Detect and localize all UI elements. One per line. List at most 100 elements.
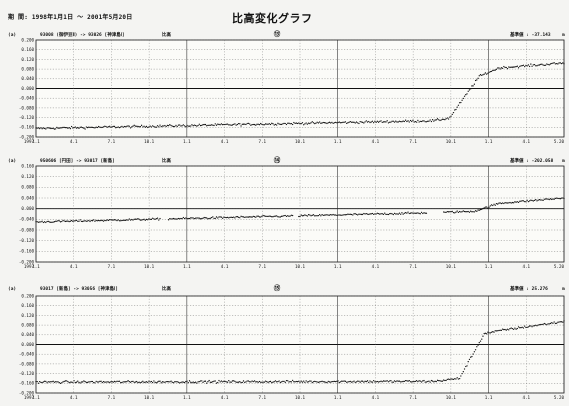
data-point [333, 214, 336, 216]
data-point [219, 124, 221, 126]
data-point [239, 217, 241, 219]
data-point [508, 202, 510, 204]
data-point [169, 218, 171, 220]
x-tick-label: 4.1 [372, 139, 380, 144]
data-point [246, 122, 248, 125]
data-point [197, 124, 199, 127]
data-point [479, 340, 482, 342]
data-point [334, 381, 337, 383]
data-point [462, 97, 464, 100]
data-point [231, 124, 234, 126]
data-point [368, 213, 370, 216]
data-point [323, 381, 326, 383]
data-point [388, 380, 391, 382]
data-point [152, 217, 154, 219]
data-point [279, 123, 281, 125]
chart-panel-3: (a) 93017 [新島] -> 93056 [神津島Ⅰ] 比高 ⑮ 基準値 : 25… [8, 283, 565, 400]
x-tick-label: 10.1 [295, 139, 306, 144]
data-point [95, 380, 97, 383]
data-point [138, 218, 140, 220]
data-point [537, 64, 539, 66]
data-point [94, 127, 96, 129]
x-tick-label: 1.1 [334, 395, 342, 400]
data-point [58, 127, 60, 129]
data-point [153, 380, 155, 382]
data-point [122, 381, 124, 383]
data-point [463, 210, 466, 213]
data-point [93, 219, 95, 221]
data-point [192, 381, 194, 383]
data-point [315, 122, 317, 124]
data-point [218, 379, 220, 382]
data-point [149, 218, 151, 221]
data-point [247, 380, 250, 382]
data-point [82, 381, 84, 383]
data-point [160, 126, 162, 128]
data-point [306, 381, 309, 383]
data-point [63, 126, 65, 129]
data-point [477, 77, 479, 79]
data-point [261, 123, 263, 126]
data-point [90, 380, 92, 383]
data-point [244, 123, 246, 125]
data-point [123, 381, 126, 383]
data-point [456, 210, 458, 212]
data-point [120, 126, 122, 128]
data-point [553, 198, 555, 200]
data-point [272, 216, 274, 218]
data-point [392, 213, 394, 216]
data-point [278, 123, 280, 125]
data-point [138, 381, 140, 383]
data-point [408, 212, 410, 215]
data-point [400, 121, 402, 123]
data-point [477, 344, 479, 346]
data-point [197, 217, 199, 219]
data-point [339, 122, 342, 124]
data-point [75, 381, 78, 383]
data-point [445, 211, 447, 214]
data-point [257, 123, 259, 125]
data-point [484, 206, 487, 208]
data-point [443, 118, 445, 121]
data-point [528, 200, 531, 202]
data-point [273, 124, 275, 126]
data-point [185, 380, 187, 383]
data-point [441, 118, 444, 120]
data-point [447, 378, 450, 380]
y-tick-label: -0.080 [19, 361, 35, 366]
data-point [136, 218, 138, 220]
data-point [450, 378, 452, 380]
data-point [316, 121, 318, 123]
data-point [57, 127, 59, 129]
data-point [402, 120, 404, 122]
data-point [160, 382, 162, 384]
data-point [307, 122, 310, 124]
data-point [391, 120, 393, 122]
data-point [203, 216, 205, 219]
data-point [391, 381, 393, 383]
page-title: 比高変化グラフ [232, 12, 313, 25]
data-point [549, 198, 552, 200]
data-point [558, 197, 560, 200]
data-point [487, 207, 489, 209]
data-point [158, 380, 160, 382]
data-point [181, 217, 183, 220]
data-point [422, 120, 424, 122]
data-point [177, 124, 180, 126]
data-point [52, 221, 54, 223]
data-point [381, 213, 383, 215]
y-tick-label: -0.120 [19, 371, 35, 376]
data-point [374, 213, 376, 215]
data-point [431, 119, 434, 121]
data-point [255, 216, 257, 218]
data-point [370, 381, 372, 383]
data-point [504, 328, 506, 331]
data-point [196, 217, 198, 219]
data-point [352, 121, 354, 123]
data-point [360, 213, 363, 216]
data-point [492, 69, 494, 72]
data-point [234, 380, 236, 382]
data-point [134, 381, 137, 383]
data-point [194, 217, 197, 219]
data-point [407, 120, 409, 122]
